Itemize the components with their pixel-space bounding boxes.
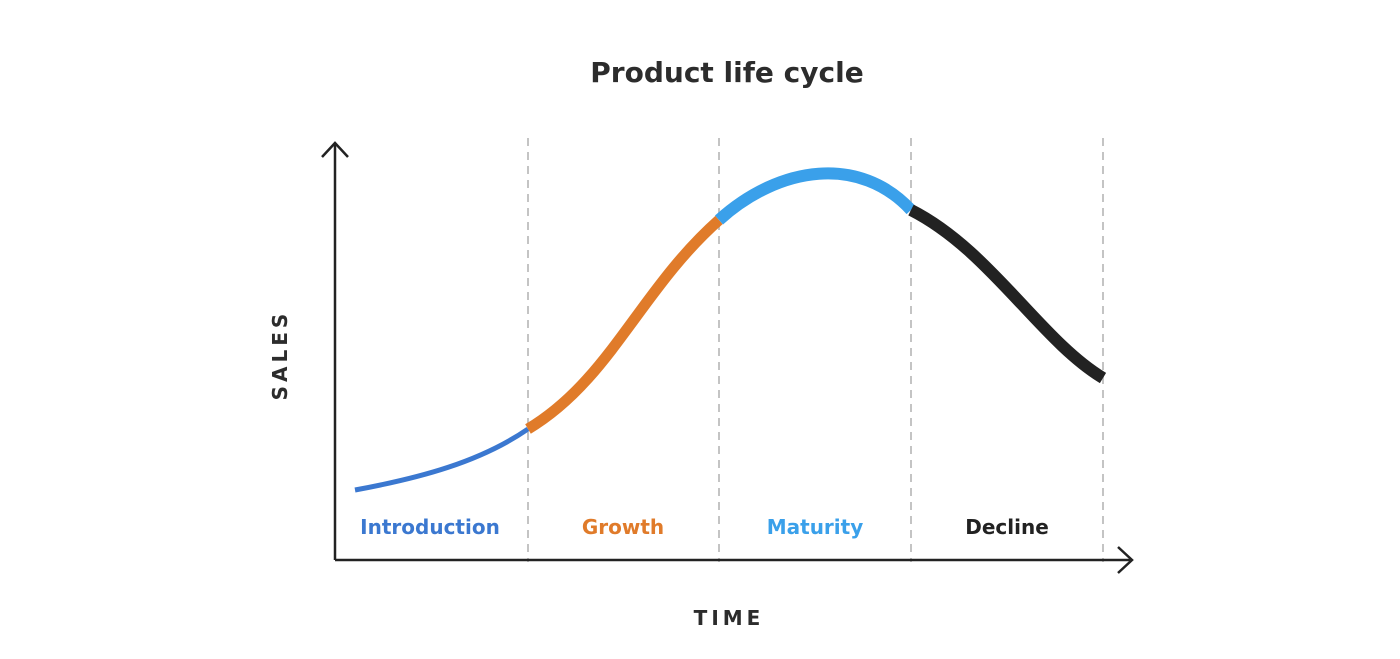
axes — [321, 141, 1134, 574]
x-axis-label: TIME — [694, 606, 765, 630]
diagram-title: Product life cycle — [590, 56, 863, 89]
stage-label-growth: Growth — [582, 515, 664, 539]
curve-segment-maturity — [714, 167, 916, 225]
stage-labels: Introduction Growth Maturity Decline — [360, 515, 1049, 539]
stage-label-maturity: Maturity — [767, 515, 864, 539]
stage-label-introduction: Introduction — [360, 515, 500, 539]
y-axis-label: SALES — [268, 310, 292, 401]
x-axis-arrow-icon — [1117, 546, 1134, 574]
curve-segment-growth — [525, 215, 723, 434]
curve-segment-decline — [908, 204, 1107, 384]
curve-segment-introduction — [354, 426, 530, 493]
y-axis-arrow-icon — [321, 141, 349, 158]
life-cycle-curve — [354, 167, 1107, 493]
stage-label-decline: Decline — [965, 515, 1049, 539]
